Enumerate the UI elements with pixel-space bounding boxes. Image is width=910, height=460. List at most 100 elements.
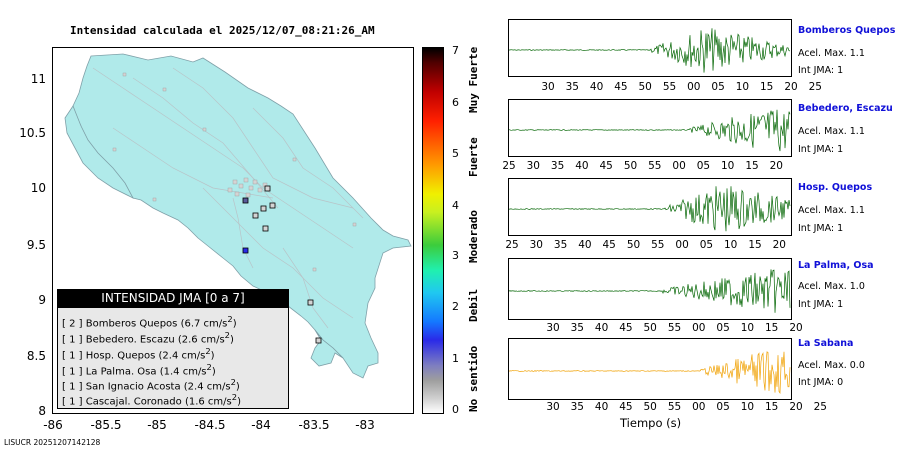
roads-layer <box>92 67 364 329</box>
trace-tick-label: 40 <box>594 322 609 334</box>
trace-tick-label: 30 <box>529 239 543 251</box>
trace-tick-label: 55 <box>648 160 662 172</box>
colorbar-label: Fuerte <box>467 137 480 177</box>
map-title: Intensidad calculada el 2025/12/07_08:21… <box>70 24 375 37</box>
colorbar-tick: 3 <box>452 249 459 262</box>
trace-tick-label: 20 <box>784 81 798 93</box>
trace-tick-label: 35 <box>570 322 584 334</box>
trace-tick-label: 00 <box>692 401 706 413</box>
legend-title: INTENSIDAD JMA [0 a 7] <box>57 289 289 308</box>
trace-panel-hosp-quepos <box>508 178 792 236</box>
trace-tick-label: 25 <box>808 81 822 93</box>
trace-tick-label: 25 <box>813 401 827 413</box>
trace-tick-label: 30 <box>526 160 540 172</box>
legend-row: [ 1 ] Hosp. Quepos (2.4 cm/s2) <box>62 346 215 362</box>
station-cluster <box>112 72 357 272</box>
trace-tick-label: 05 <box>696 160 711 172</box>
trace-tick-label: 55 <box>651 239 665 251</box>
trace-tick-label: 50 <box>643 401 657 413</box>
seismogram-trace <box>509 28 791 73</box>
map-x-tick: -85.5 <box>90 418 122 432</box>
trace-panel-bomberos-quepos <box>508 19 792 77</box>
colorbar-tick: 2 <box>452 300 459 313</box>
trace-tick-label: 50 <box>638 81 652 93</box>
trace-tick-label: 15 <box>745 160 759 172</box>
station-name: La Palma, Osa <box>798 260 874 271</box>
trace-tick-label: 50 <box>623 160 638 172</box>
seismogram-trace <box>508 269 791 313</box>
map-y-tick: 8.5 <box>26 349 46 363</box>
trace-tick-label: 00 <box>675 239 689 251</box>
station-jma: Int JMA: 1 <box>798 144 844 155</box>
station-jma: Int JMA: 1 <box>798 65 844 76</box>
trace-tick-label: 45 <box>619 401 633 413</box>
map-y-tick: 9.5 <box>26 238 46 252</box>
trace-tick-label: 15 <box>765 401 779 413</box>
trace-tick-label: 55 <box>667 401 682 413</box>
station-accel: Acel. Max. 0.0 <box>798 360 865 371</box>
station-jma: Int JMA: 1 <box>798 223 844 234</box>
legend-row: [ 1 ] San Ignacio Acosta (2.4 cm/s2) <box>62 377 240 393</box>
map-y-tick: 8 <box>38 404 46 418</box>
time-axis-label: Tiempo (s) <box>620 416 682 430</box>
trace-tick-label: 30 <box>546 322 560 334</box>
trace-tick-label: 00 <box>687 81 701 93</box>
map-y-tick: 9 <box>38 293 46 307</box>
trace-tick-label: 05 <box>716 322 730 334</box>
legend-row: [ 1 ] Bebedero. Escazu (2.6 cm/s2) <box>62 330 234 346</box>
trace-tick-label: 35 <box>550 160 565 172</box>
trace-tick-label: 35 <box>553 239 568 251</box>
trace-tick-label: 40 <box>575 160 589 172</box>
map-x-tick: -83 <box>355 418 375 432</box>
colorbar-tick: 1 <box>452 352 459 365</box>
station-accel: Acel. Max. 1.1 <box>798 126 865 137</box>
trace-tick-label: 20 <box>772 239 786 251</box>
trace-tick-label: 10 <box>721 160 735 172</box>
trace-tick-label: 00 <box>672 160 686 172</box>
jma-stations <box>242 185 322 344</box>
trace-tick-label: 45 <box>599 160 613 172</box>
trace-tick-label: 40 <box>594 401 609 413</box>
nicoya-peninsula <box>64 105 134 199</box>
map-y-tick: 11 <box>30 72 46 86</box>
trace-tick-label: 10 <box>735 81 750 93</box>
station-accel: Acel. Max. 1.1 <box>798 48 865 59</box>
map-x-tick: -86 <box>43 418 63 432</box>
trace-panel-bebedero-escazu <box>508 99 792 157</box>
trace-tick-label: 35 <box>565 81 579 93</box>
footer-id: LISUCR 20251207142128 <box>4 438 101 447</box>
trace-tick-label: 35 <box>570 401 584 413</box>
trace-tick-label: 50 <box>643 322 657 334</box>
trace-tick-label: 15 <box>760 81 774 93</box>
trace-tick-label: 55 <box>667 322 682 334</box>
trace-tick-label: 40 <box>578 239 592 251</box>
colorbar-tick: 6 <box>452 96 459 109</box>
trace-tick-label: 55 <box>662 81 677 93</box>
trace-tick-label: 25 <box>505 239 519 251</box>
legend-row: [ 2 ] Bomberos Quepos (6.7 cm/s2) <box>62 314 237 330</box>
station-name: La Sabana <box>798 338 854 349</box>
trace-tick-label: 25 <box>502 160 516 172</box>
colorbar-label: Moderado <box>467 210 480 263</box>
legend-row: [ 1 ] La Palma. Osa (1.4 cm/s2) <box>62 362 216 378</box>
colorbar-label: Debil <box>467 288 480 322</box>
map-y-tick: 10 <box>30 181 46 195</box>
osa-peninsula <box>310 329 344 367</box>
trace-tick-label: 30 <box>546 401 560 413</box>
trace-tick-label: 50 <box>626 239 641 251</box>
trace-tick-label: 15 <box>765 322 779 334</box>
trace-tick-label: 45 <box>619 322 633 334</box>
colorbar-label: Muy Fuerte <box>467 46 480 113</box>
station-accel: Acel. Max. 1.0 <box>798 281 865 292</box>
colorbar-tick: 4 <box>452 199 459 212</box>
trace-tick-label: 10 <box>724 239 738 251</box>
station-jma: Int JMA: 0 <box>798 377 844 388</box>
seismogram-trace <box>509 186 791 232</box>
legend-row: [ 1 ] Cascajal. Coronado (1.6 cm/s2) <box>62 392 241 408</box>
colorbar-tick: 5 <box>452 147 459 160</box>
trace-tick-label: 45 <box>614 81 628 93</box>
station-accel: Acel. Max. 1.1 <box>798 205 865 216</box>
trace-tick-label: 05 <box>716 401 730 413</box>
trace-panel-la-sabana <box>508 338 792 400</box>
trace-tick-label: 10 <box>740 401 755 413</box>
